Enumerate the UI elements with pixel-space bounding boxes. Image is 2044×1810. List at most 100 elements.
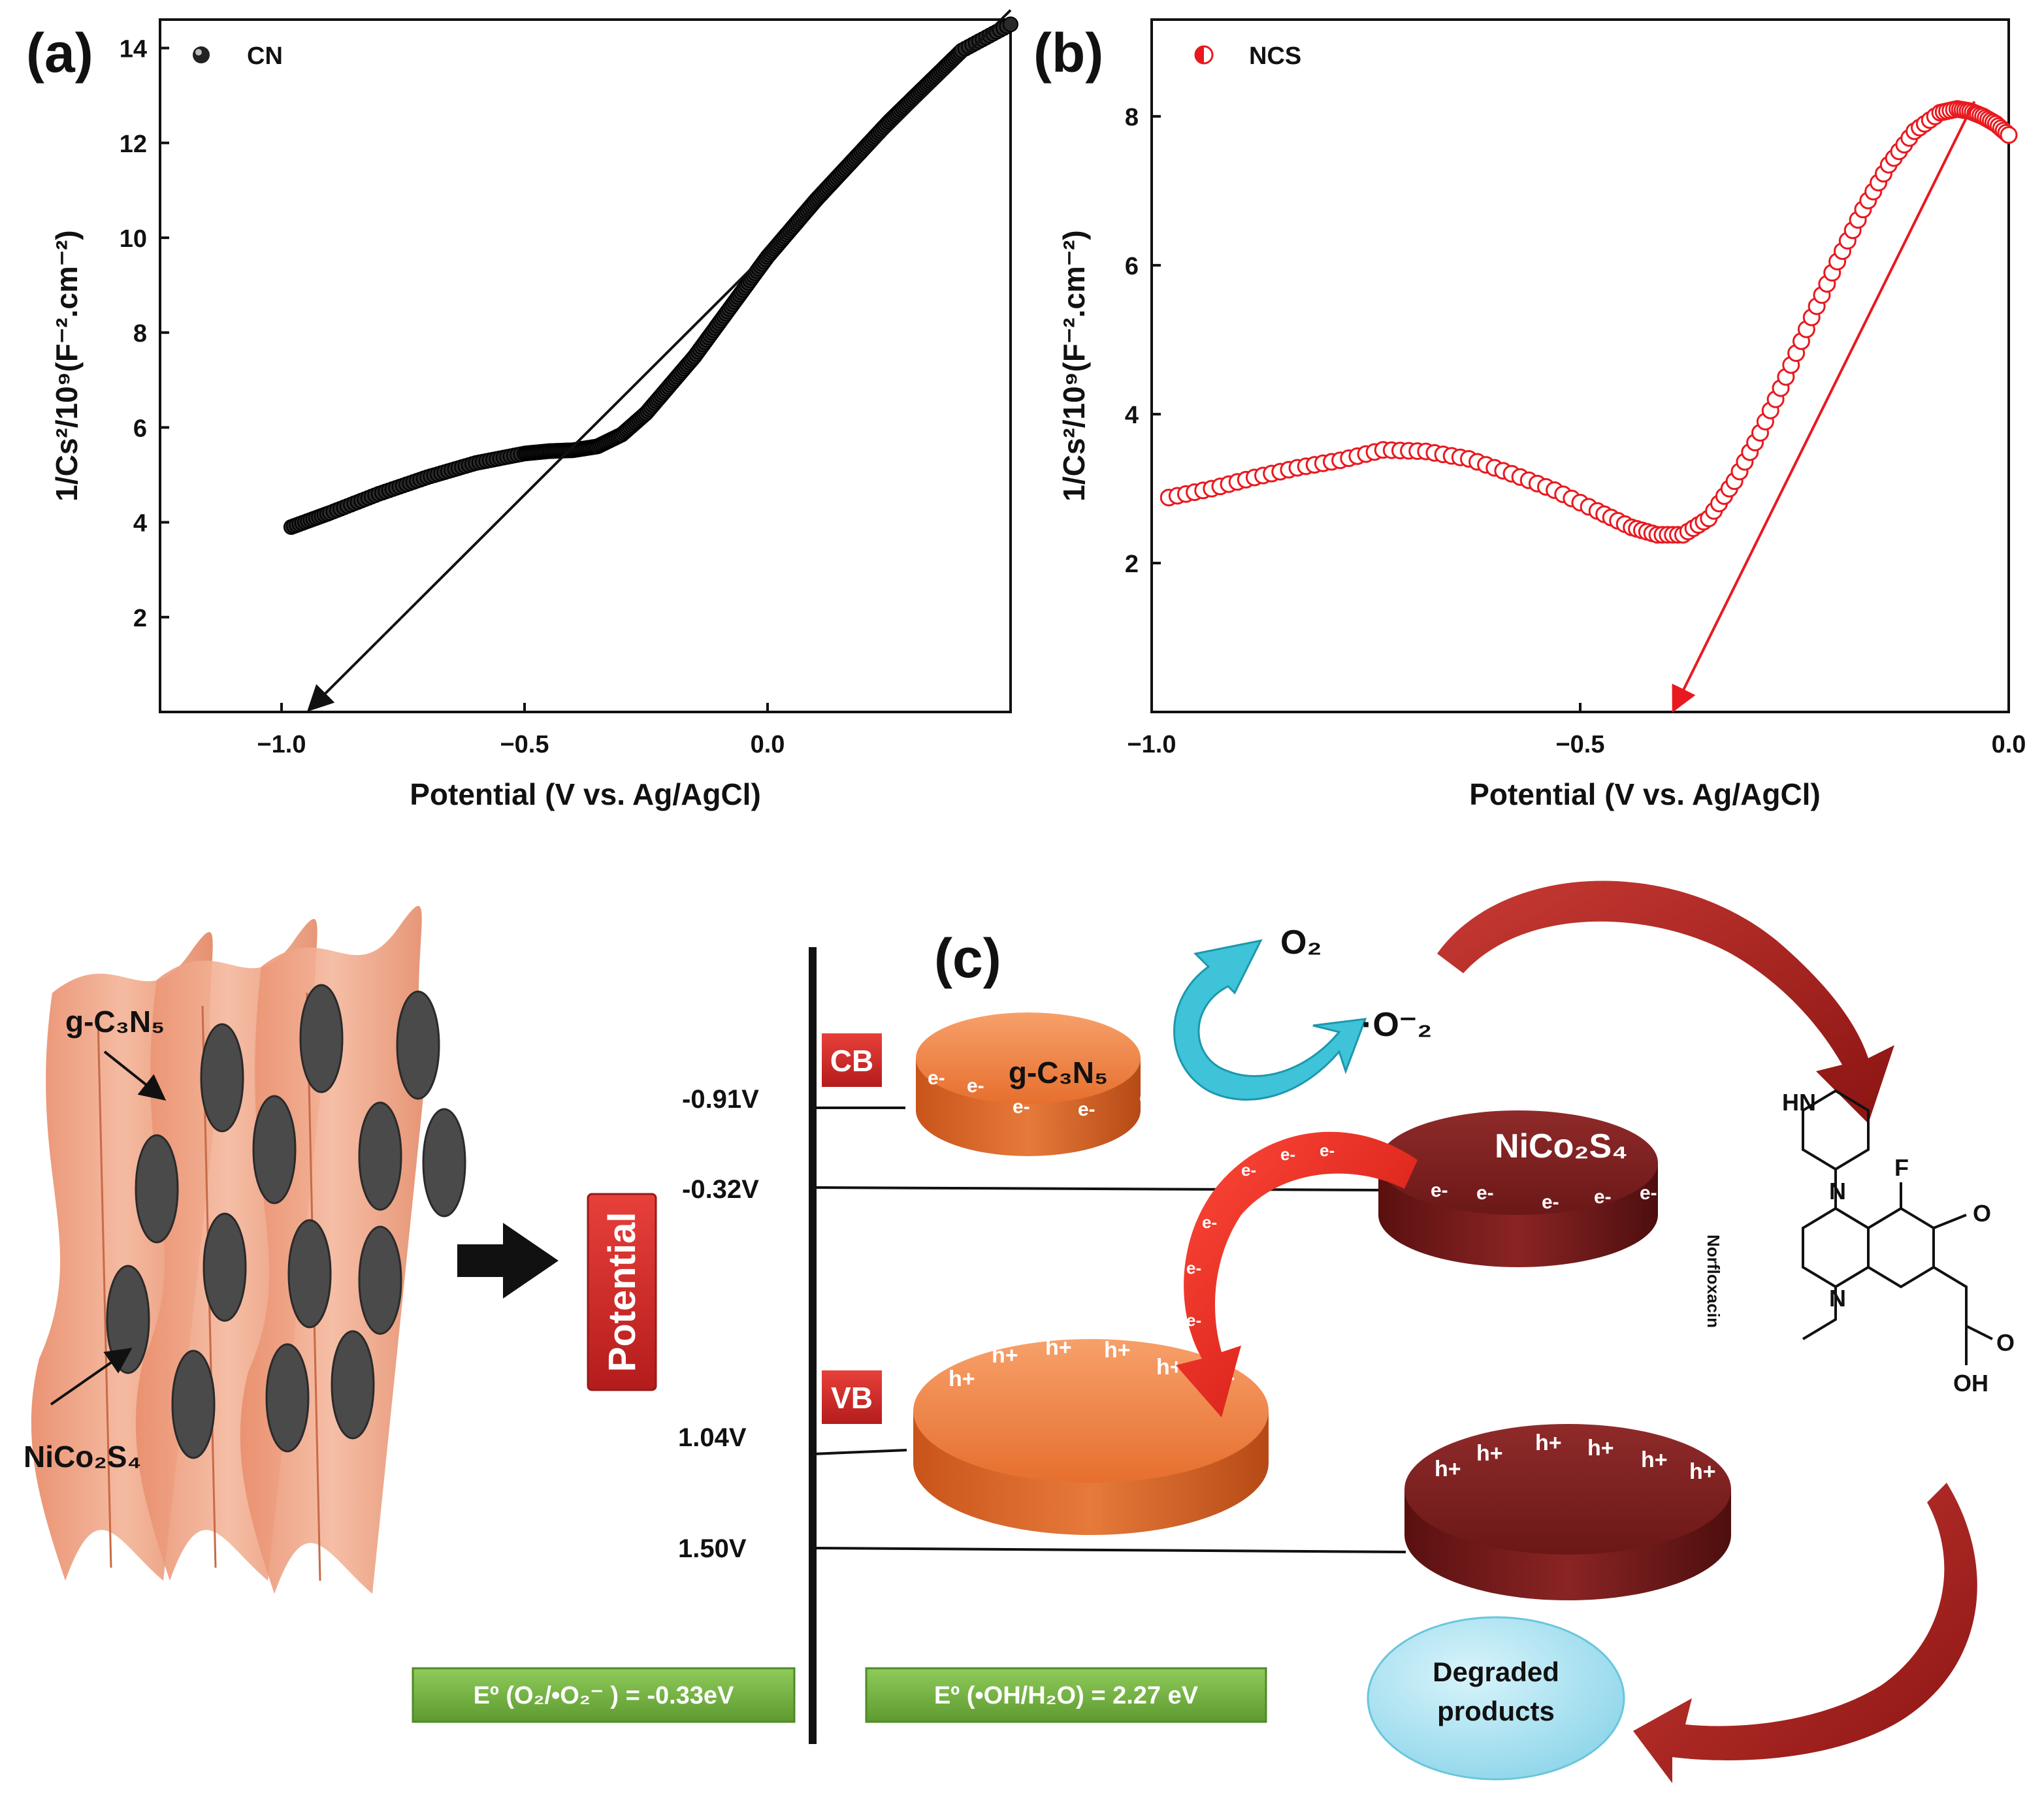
redox-box-oh [865,1667,1267,1723]
nanoparticles [106,984,466,1459]
data-point [2000,126,2018,144]
vb-label: VB [831,1381,873,1415]
electrons-transfer: e- e- e- e- e- e- [1186,1140,1335,1330]
y-axis-label-b: 1/Cs²/10⁹(F⁻².cm⁻²) [1057,230,1091,501]
level-line-vb-g-c3n5 [812,1449,907,1455]
quinolone-ring-a [1834,1206,1935,1289]
atom-f: F [1894,1154,1909,1181]
nanoparticle [358,1225,402,1335]
electron: e- [1640,1182,1657,1204]
y-tick-label: 4 [1125,402,1139,429]
series-ncs [1160,100,2018,544]
y-ticks-a: 2 4 6 8 10 12 14 [120,36,169,632]
nanoparticle [171,1349,216,1459]
hole: h+ [1435,1457,1461,1481]
vb-label-box [822,1370,882,1424]
hole: h+ [1104,1338,1131,1363]
atom-hn: HN [1782,1089,1816,1116]
electron: e- [967,1075,984,1097]
y-tick-label: 14 [120,36,147,63]
disk-nico2s4-vb: h+ h+ h+ h+ h+ h+ [1404,1424,1731,1600]
hole: h+ [1476,1441,1503,1466]
electron: e- [1280,1144,1295,1164]
label-superoxide: ·O⁻₂ [1361,1006,1432,1044]
nanoparticle [252,1095,297,1204]
nanoparticle [422,1108,466,1218]
level-label-vb-g-c3n5: 1.04V [678,1423,747,1452]
y-axis-label-a: 1/Cs²/10⁹(F⁻².cm⁻²) [50,230,84,501]
atom-oh: OH [1953,1370,1988,1397]
x-tick-label: −0.5 [500,731,549,758]
molecule-name: Norfloxacin [1704,1235,1723,1328]
y-tick-label: 8 [1125,104,1139,131]
atom-o-carboxyl: O [1996,1329,2015,1356]
electron: e- [1078,1099,1095,1120]
atom-o-ketone: O [1973,1200,1991,1227]
electron: e- [1186,1258,1201,1278]
legend-marker-ncs-half [1195,46,1204,63]
disk-g-c3n5-cb: g-C₃N₅ e- e- e- e- e- e- e- [916,1012,1239,1156]
electron-transfer-arrow: e- e- e- e- e- e- [1176,1131,1418,1417]
hole: h+ [1689,1459,1716,1484]
atom-n1: N [1829,1178,1846,1204]
nanoparticle [287,1219,332,1329]
electron: e- [1241,1160,1256,1180]
y-tick-label: 2 [133,605,147,632]
disk-top [913,1339,1269,1483]
nanoparticle [358,1101,402,1211]
electron: e- [1542,1191,1559,1213]
x-tick-label: −1.0 [257,731,306,758]
level-line-cb-nico2s4 [812,1186,1386,1191]
y-tick-label: 12 [120,131,147,158]
hole: h+ [992,1343,1018,1368]
x-axis-label-b: Potential (V vs. Ag/AgCl) [1469,777,1821,811]
level-label-cb-nico2s4: -0.32V [682,1175,759,1204]
holes-nico2s4: h+ h+ h+ h+ h+ h+ [1435,1430,1716,1484]
disk-nico2s4-cb: NiCo₂S₄ e- e- e- e- e- e- e- [1378,1110,1710,1267]
nanoparticle [299,984,344,1093]
electron: e- [1139,1087,1157,1108]
legend-marker-cn [193,46,210,63]
piperazine-ring [1802,1089,1870,1171]
redox-box-o2 [412,1667,796,1723]
level-line-vb-nico2s4 [812,1547,1406,1553]
y-ticks-b: 2 4 6 8 [1125,104,1161,578]
transition-arrow [457,1223,559,1299]
electrons-g-c3n5: e- e- e- e- e- e- e- [928,1066,1239,1120]
chart-b: (b) 2 4 6 8 −1.0 −0.5 0.0 NCS Potential (V vs… [1033,18,2026,811]
x-tick-label: −0.5 [1555,731,1604,758]
panel-b-label: (b) [1033,22,1103,84]
legend-marker-cn-highlight [195,49,202,56]
chart-a: (a) 2 4 6 8 10 12 14 −1.0 −0.5 0.0 CN Potential … [26,9,1018,811]
pointer-nico2s4 [50,1348,133,1406]
x-axis-label-a: Potential (V vs. Ag/AgCl) [410,777,761,811]
ethyl [1802,1287,1837,1340]
legend-label-cn: CN [247,42,283,70]
nanoparticle [203,1212,247,1322]
label-g-c3n5: g-C₃N₅ [65,1005,165,1039]
benzene-ring [1802,1207,1870,1289]
x-tick-label: 0.0 [751,731,785,758]
x-tick-label: 0.0 [1992,731,2026,758]
hole: h+ [1641,1447,1668,1472]
x-ticks-b: −1.0 −0.5 0.0 [1127,703,2026,758]
curl-arrow-bottom [1633,1483,1977,1783]
flatband-extrapolation-line-a [306,9,1012,712]
panel-c-label: (c) [934,928,1001,989]
cyan-arrow-shape [1173,939,1367,1101]
legend-label-ncs: NCS [1249,42,1301,70]
hole: h+ [1045,1335,1072,1360]
level-label-cb-g-c3n5: -0.91V [682,1085,759,1114]
series-cn [283,16,1018,535]
plot-frame-a [159,18,1012,713]
panel-a-label: (a) [26,22,93,84]
electron: e- [928,1067,945,1089]
electron: e- [1202,1212,1217,1232]
electron: e- [1692,1165,1710,1187]
data-point [1003,16,1018,33]
nanoparticle [265,1343,310,1453]
norfloxacin-structure [1802,1089,1993,1365]
x-ticks-a: −1.0 −0.5 0.0 [257,703,785,758]
carboxyl [1932,1266,1993,1340]
